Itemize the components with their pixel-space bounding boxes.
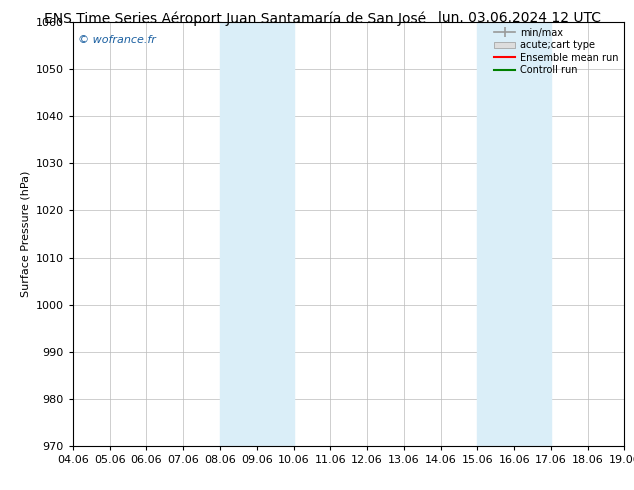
- Text: lun. 03.06.2024 12 UTC: lun. 03.06.2024 12 UTC: [438, 11, 602, 25]
- Legend: min/max, acute;cart type, Ensemble mean run, Controll run: min/max, acute;cart type, Ensemble mean …: [490, 24, 623, 79]
- Y-axis label: Surface Pressure (hPa): Surface Pressure (hPa): [20, 171, 30, 297]
- Text: © wofrance.fr: © wofrance.fr: [79, 35, 157, 45]
- Bar: [477, 22, 551, 446]
- Text: ENS Time Series Aéroport Juan Santamaría de San José: ENS Time Series Aéroport Juan Santamaría…: [44, 11, 425, 26]
- Bar: [220, 22, 294, 446]
